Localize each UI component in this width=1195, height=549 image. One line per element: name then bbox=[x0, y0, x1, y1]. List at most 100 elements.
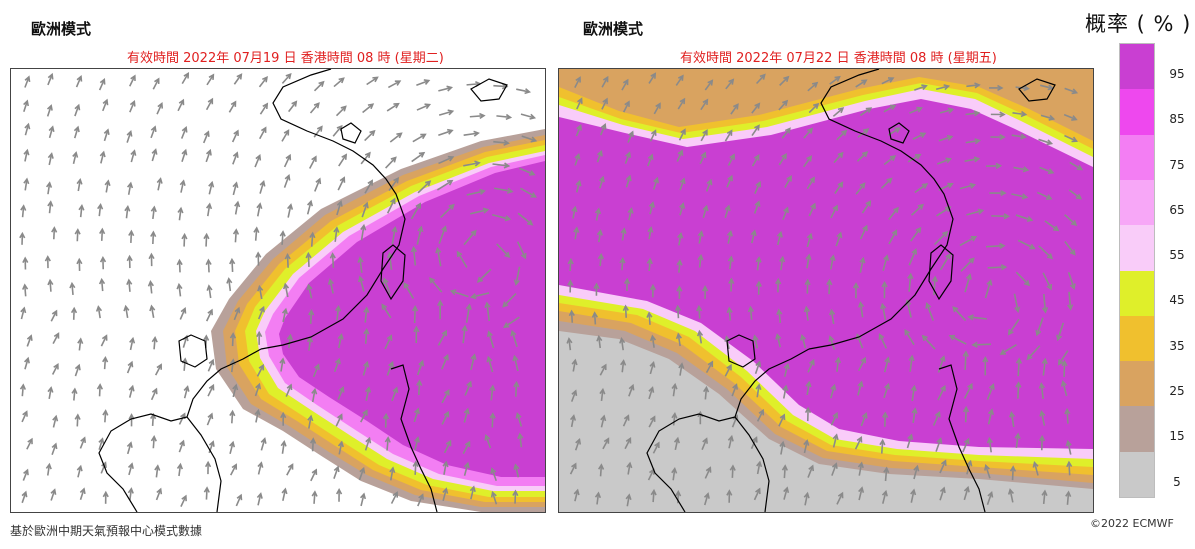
wind-arrow-head bbox=[176, 258, 183, 266]
wind-arrow bbox=[599, 254, 602, 267]
wind-arrow-head bbox=[503, 162, 511, 169]
wind-arrow-head bbox=[910, 384, 917, 392]
wind-arrow-head bbox=[1060, 380, 1067, 387]
wind-arrow bbox=[516, 413, 523, 427]
wind-arrow bbox=[51, 443, 57, 456]
wind-arrow-head bbox=[702, 204, 709, 212]
wind-arrow bbox=[987, 266, 1006, 269]
wind-arrow-head bbox=[466, 380, 472, 388]
wind-arrow bbox=[625, 176, 631, 188]
wind-arrow bbox=[803, 440, 808, 454]
wind-arrow-head bbox=[47, 200, 54, 207]
wind-arrow-head bbox=[775, 333, 782, 340]
wind-arrow bbox=[412, 247, 417, 266]
wind-arrow-head bbox=[151, 335, 158, 343]
wind-arrow bbox=[939, 487, 945, 501]
wind-arrow bbox=[595, 209, 600, 221]
wind-arrow-head bbox=[1009, 410, 1016, 418]
wind-arrow bbox=[75, 76, 82, 88]
wind-arrow-head bbox=[150, 230, 157, 238]
wind-arrow-head bbox=[473, 130, 480, 137]
wind-arrow bbox=[336, 201, 342, 216]
wind-arrow bbox=[830, 310, 835, 325]
wind-arrow-head bbox=[594, 491, 602, 499]
wind-arrow bbox=[1042, 359, 1047, 376]
wind-arrow-head bbox=[649, 415, 656, 422]
wind-arrow-head bbox=[392, 386, 399, 394]
wind-arrow-head bbox=[776, 308, 783, 316]
wind-arrow-head bbox=[45, 462, 52, 470]
wind-arrow-head bbox=[676, 259, 683, 266]
wind-arrow bbox=[881, 304, 887, 320]
wind-arrow-head bbox=[591, 311, 598, 318]
wind-arrow-head bbox=[284, 253, 291, 260]
legend-swatch bbox=[1120, 315, 1154, 362]
wind-arrow-head bbox=[904, 328, 911, 336]
wind-arrow bbox=[952, 306, 967, 322]
wind-arrow bbox=[487, 357, 494, 373]
wind-arrow-head bbox=[566, 337, 573, 344]
wind-arrow bbox=[283, 175, 290, 188]
wind-arrow-head bbox=[697, 230, 704, 237]
wind-arrow-head bbox=[448, 203, 455, 210]
wind-arrow bbox=[628, 385, 634, 397]
wind-arrow bbox=[462, 441, 471, 455]
wind-arrow bbox=[519, 434, 523, 448]
wind-arrow bbox=[258, 127, 267, 140]
wind-arrow-head bbox=[881, 280, 888, 288]
wind-arrow bbox=[705, 179, 712, 192]
right-wind-arrows bbox=[566, 72, 1084, 507]
wind-arrow-head bbox=[829, 308, 836, 316]
wind-arrow bbox=[652, 442, 660, 454]
wind-arrow bbox=[389, 132, 402, 143]
wind-arrow-head bbox=[69, 281, 76, 289]
wind-arrow bbox=[178, 208, 182, 221]
wind-arrow bbox=[181, 150, 187, 162]
wind-arrow bbox=[365, 387, 370, 401]
wind-arrow-head bbox=[410, 245, 418, 253]
wind-arrow bbox=[128, 280, 131, 292]
wind-arrow-head bbox=[702, 98, 709, 105]
wind-arrow-head bbox=[705, 466, 712, 473]
wind-arrow-head bbox=[598, 463, 605, 470]
left-coastline bbox=[98, 69, 508, 512]
wind-arrow bbox=[648, 259, 651, 272]
right-model-label: 歐洲模式 bbox=[583, 20, 644, 38]
wind-arrow bbox=[1015, 214, 1033, 221]
wind-arrow-head bbox=[807, 127, 814, 134]
wind-arrow-head bbox=[23, 99, 29, 107]
wind-arrow bbox=[23, 100, 29, 113]
wind-arrow bbox=[391, 227, 396, 245]
wind-arrow bbox=[807, 360, 815, 373]
wind-arrow bbox=[1069, 161, 1083, 171]
wind-arrow-head bbox=[21, 490, 28, 498]
wind-arrow-head bbox=[597, 149, 603, 157]
wind-arrow bbox=[519, 167, 535, 176]
left-map-svg bbox=[19, 69, 545, 512]
wind-arrow-head bbox=[443, 410, 450, 418]
wind-arrow-head bbox=[102, 355, 109, 363]
wind-arrow bbox=[443, 440, 452, 454]
wind-arrow bbox=[469, 114, 485, 118]
wind-arrow-head bbox=[490, 490, 497, 498]
wind-arrow-head bbox=[329, 252, 336, 259]
wind-arrow bbox=[208, 182, 213, 195]
wind-arrow bbox=[207, 204, 211, 217]
wind-arrow-head bbox=[156, 177, 163, 184]
wind-arrow bbox=[937, 356, 945, 373]
wind-arrow-head bbox=[415, 202, 422, 209]
wind-arrow-head bbox=[1007, 329, 1014, 336]
wind-arrow-head bbox=[1020, 110, 1028, 118]
wind-arrow-head bbox=[1022, 166, 1030, 173]
wind-arrow bbox=[938, 135, 953, 142]
wind-arrow bbox=[1039, 84, 1053, 90]
wind-arrow bbox=[230, 359, 235, 373]
wind-arrow bbox=[257, 307, 265, 320]
wind-arrow bbox=[154, 364, 162, 376]
wind-arrow bbox=[288, 101, 297, 113]
wind-arrow-head bbox=[412, 460, 419, 468]
wind-arrow bbox=[572, 207, 576, 219]
wind-arrow-head bbox=[945, 252, 951, 260]
wind-arrow-head bbox=[841, 129, 848, 136]
wind-arrow-head bbox=[126, 278, 133, 286]
